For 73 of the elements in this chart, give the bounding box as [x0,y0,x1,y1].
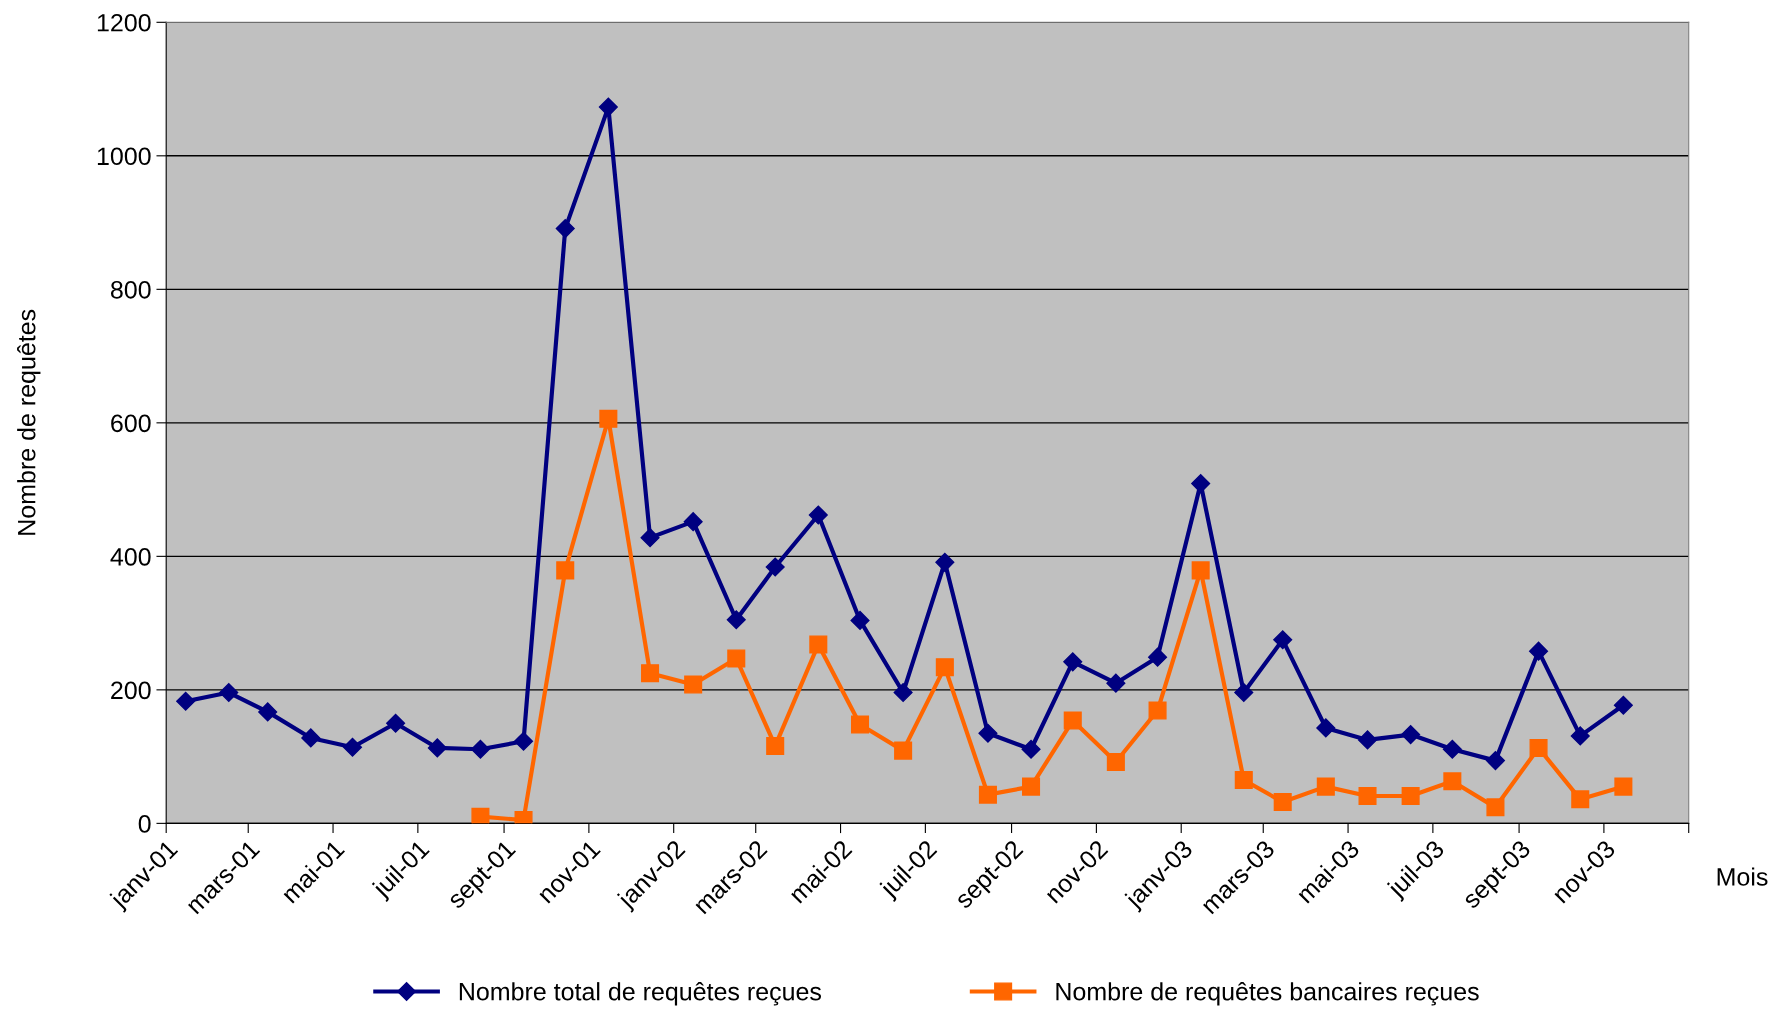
y-tick-label: 0 [138,814,151,833]
point [1148,701,1167,720]
point [1529,641,1549,661]
point [1063,711,1082,730]
point [978,723,998,743]
point [809,635,828,654]
point [1570,726,1590,746]
y-tick-label: 600 [111,414,151,433]
point [894,741,913,760]
point [386,713,406,733]
point [176,691,196,711]
legend-label: Nombre de requêtes bancaires reçues [1056,982,1479,1006]
point [470,739,490,759]
point [301,728,321,748]
y-tick-label: 400 [110,547,151,566]
point [683,512,703,532]
y-tick-label: 1200 [97,13,151,32]
point [1273,630,1293,650]
point [1357,730,1378,750]
point [1063,652,1083,672]
point [935,552,955,572]
y-tick-label: 800 [110,280,151,299]
point [1613,695,1633,715]
point [641,664,660,683]
y-tick-label: 1000 [97,147,151,166]
point [727,649,746,668]
point [1401,725,1421,745]
point [1191,561,1210,580]
point [1273,792,1292,812]
point [1571,790,1590,809]
point [726,610,746,630]
point [850,610,870,630]
point [978,785,997,804]
point [258,702,278,722]
point [1148,647,1168,667]
point [1316,777,1335,796]
point [684,675,703,694]
point [598,97,618,117]
point [1401,786,1420,806]
legend-label: Nombre total de requêtes reçues [459,982,822,1006]
point [556,561,575,580]
point [1022,777,1041,796]
point [1614,777,1633,796]
y-axis-title: Nombre de requêtes [17,309,41,535]
point [555,219,575,239]
point [850,715,870,734]
point [808,505,828,525]
point [1529,738,1548,757]
point [1485,751,1505,771]
point [513,731,534,751]
point [599,409,618,428]
point [471,807,490,824]
point [342,737,363,757]
point [1191,474,1211,494]
point [1486,798,1505,817]
y-tick-label: 200 [111,681,151,700]
point [1442,739,1462,759]
point [893,682,913,703]
x-axis-title: Mois [1717,867,1768,886]
point [1443,772,1462,791]
point [765,557,785,577]
point [1106,673,1126,693]
point [640,528,660,548]
point [1234,682,1254,703]
point [1316,718,1336,738]
point [1234,770,1253,790]
point [1021,739,1041,759]
point [427,738,447,758]
point [219,682,239,703]
point [1106,752,1125,771]
point [766,736,785,755]
point [1358,786,1377,806]
point [935,658,954,677]
